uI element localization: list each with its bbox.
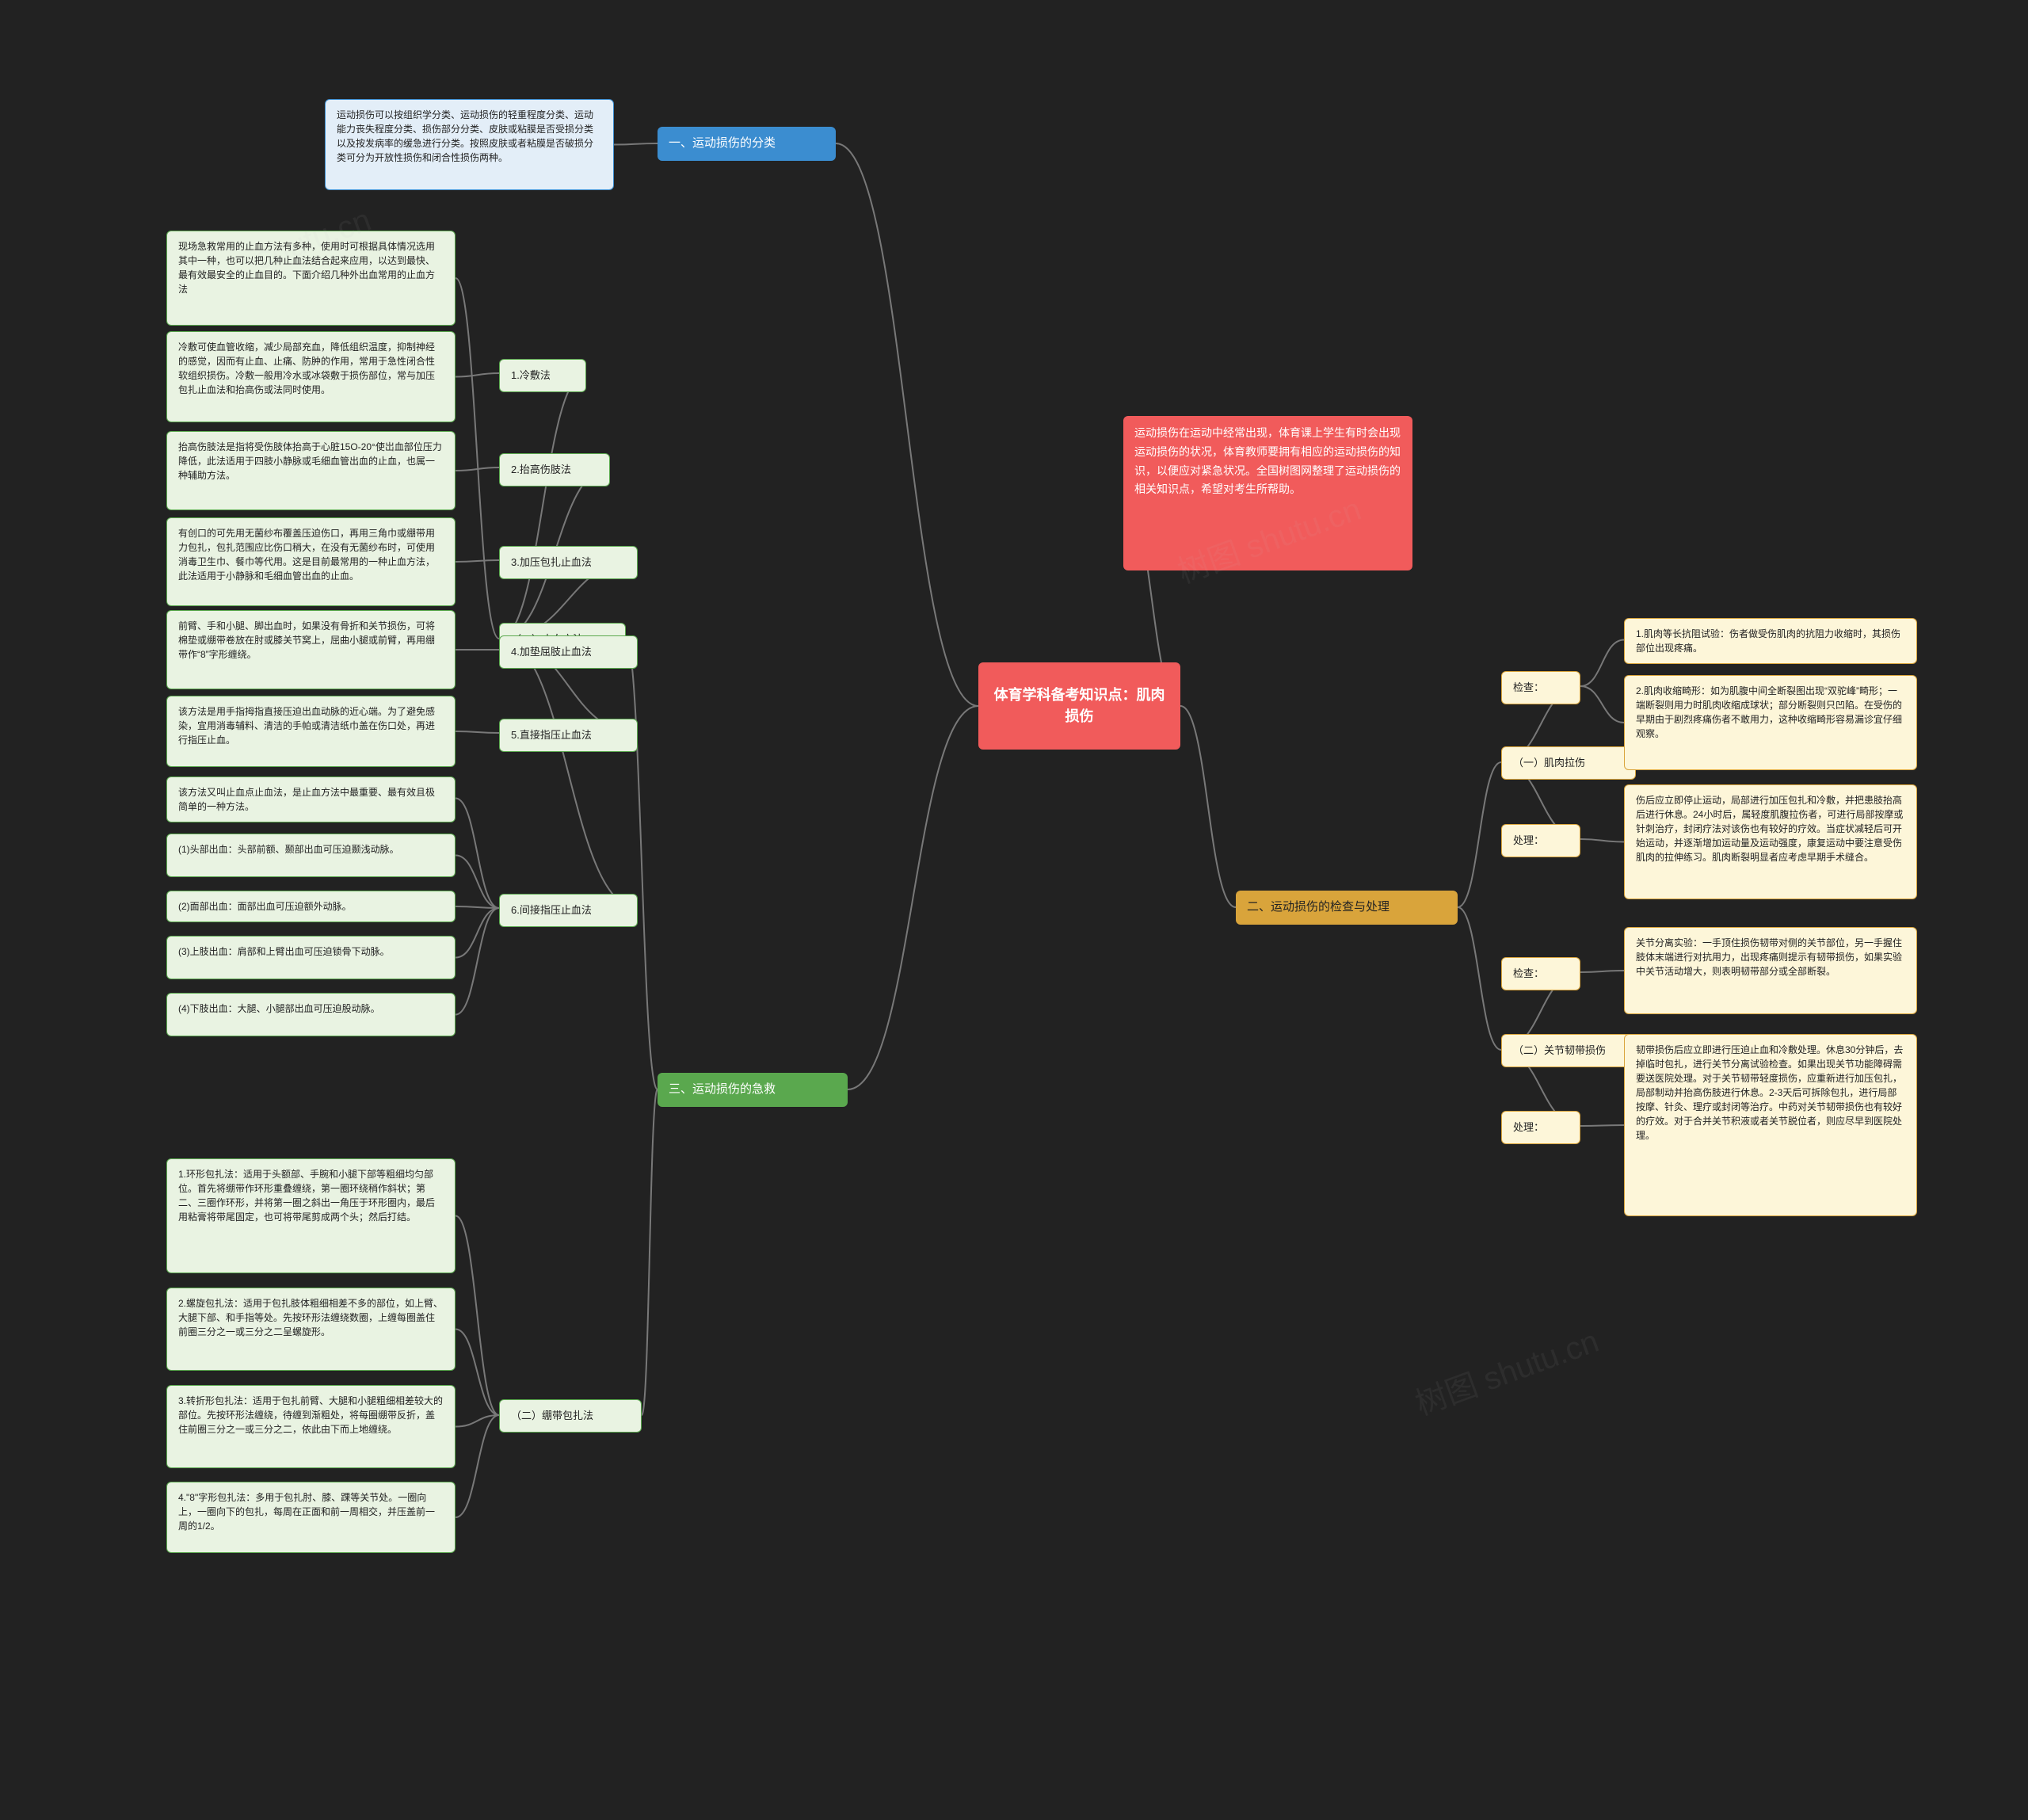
s3-blood-m1: 冷敷可使血管收缩，减少局部充血，降低组织温度，抑制神经的感觉，因而有止血、止痛、… <box>166 331 456 422</box>
s3-bandage-1: 1.环形包扎法：适用于头额部、手腕和小腿下部等粗细均匀部位。首先将绷带作环形重叠… <box>166 1158 456 1273</box>
s2-muscle-strain: （一）肌肉拉伤 <box>1501 746 1636 780</box>
s3-bandage-2: 2.螺旋包扎法：适用于包扎肢体粗细相差不多的部位，如上臂、大腿下部、和手指等处。… <box>166 1288 456 1371</box>
intro-text: 运动损伤在运动中经常出现，体育课上学生有时会出现运动损伤的状况，体育教师要拥有相… <box>1123 416 1412 570</box>
s3-blood-m1-label: 1.冷敷法 <box>499 359 586 392</box>
s2b-treat-label: 处理： <box>1501 1111 1580 1144</box>
s3-bandage-3: 3.转折形包扎法：适用于包扎前臂、大腿和小腿粗细相差较大的部位。先按环形法缠绕，… <box>166 1385 456 1468</box>
s2b-check-label: 检查： <box>1501 957 1580 990</box>
s3-blood-m6-intro: 该方法又叫止血点止血法，是止血方法中最重要、最有效且极简单的一种方法。 <box>166 776 456 822</box>
s2a-treat-text: 伤后应立即停止运动，局部进行加压包扎和冷敷，并把患肢抬高后进行休息。24小时后，… <box>1624 784 1917 899</box>
s3-blood-m6-2: (2)面部出血：面部出血可压迫额外动脉。 <box>166 891 456 922</box>
s3-bandage-4: 4."8"字形包扎法：多用于包扎肘、膝、踝等关节处。一圈向上，一圈向下的包扎，每… <box>166 1482 456 1553</box>
s2a-treat-label: 处理： <box>1501 824 1580 857</box>
s3-blood-m4: 前臂、手和小腿、脚出血时，如果没有骨折和关节损伤，可将棉垫或绷带卷放在肘或膝关节… <box>166 610 456 689</box>
section-1-desc: 运动损伤可以按组织学分类、运动损伤的轻重程度分类、运动能力丧失程度分类、损伤部分… <box>325 99 614 190</box>
root-node: 体育学科备考知识点：肌肉损伤 <box>978 662 1180 750</box>
s3-blood-m6-label: 6.间接指压止血法 <box>499 894 638 927</box>
s3-blood-m5: 该方法是用手指拇指直接压迫出血动脉的近心端。为了避免感染，宜用消毒辅料、清洁的手… <box>166 696 456 767</box>
s2a-check-2: 2.肌肉收缩畸形：如为肌腹中间全断裂图出现“双驼峰”畸形；一端断裂则用力时肌肉收… <box>1624 675 1917 770</box>
section-2-title: 二、运动损伤的检查与处理 <box>1236 891 1458 925</box>
s3-blood-m6-1: (1)头部出血：头部前额、颞部出血可压迫颞浅动脉。 <box>166 834 456 877</box>
s2b-check-text: 关节分离实验：一手顶住损伤韧带对侧的关节部位，另一手握住肢体末端进行对抗用力，出… <box>1624 927 1917 1014</box>
s3-blood-m3-label: 3.加压包扎止血法 <box>499 546 638 579</box>
s3-blood-m6-4: (4)下肢出血：大腿、小腿部出血可压迫股动脉。 <box>166 993 456 1036</box>
s3-blood-m2: 抬高伤肢法是指将受伤肢体抬高于心脏15O-20°使岀血部位压力降低，此法适用于四… <box>166 431 456 510</box>
section-1-title: 一、运动损伤的分类 <box>658 127 836 161</box>
s3-blood-m5-label: 5.直接指压止血法 <box>499 719 638 752</box>
s3-blood-intro: 现场急救常用的止血方法有多种，使用时可根据具体情况选用其中一种，也可以把几种止血… <box>166 231 456 326</box>
s2a-check-label: 检查： <box>1501 671 1580 704</box>
s3-blood-m3: 有创口的可先用无菌纱布覆盖压迫伤口，再用三角巾或绷带用力包扎，包扎范围应比伤口稍… <box>166 517 456 606</box>
section-3-title: 三、运动损伤的急救 <box>658 1073 848 1107</box>
s2a-check-1: 1.肌肉等长抗阻试验：伤者做受伤肌肉的抗阻力收缩时，其损伤部位出现疼痛。 <box>1624 618 1917 664</box>
s2b-treat-text: 韧带损伤后应立即进行压迫止血和冷敷处理。休息30分钟后，去掉临时包扎，进行关节分… <box>1624 1034 1917 1216</box>
s3-blood-m4-label: 4.加垫屈肢止血法 <box>499 635 638 669</box>
watermark: 树图 shutu.cn <box>1408 1315 1604 1424</box>
s3-bandage: （二）绷带包扎法 <box>499 1399 642 1433</box>
s3-blood-m2-label: 2.抬高伤肢法 <box>499 453 610 486</box>
s3-blood-m6-3: (3)上肢出血：肩部和上臂出血可压迫锁骨下动脉。 <box>166 936 456 979</box>
